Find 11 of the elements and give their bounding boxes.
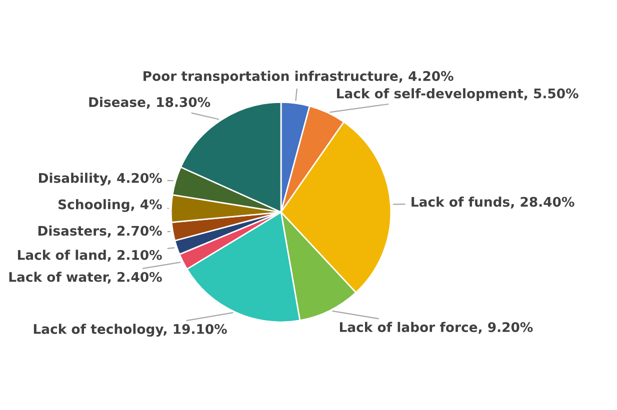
- slice-label: Lack of water, 2.40%: [9, 272, 162, 284]
- slice-label: Schooling, 4%: [58, 199, 162, 212]
- slice-label: Disability, 4.20%: [39, 172, 162, 186]
- slice-label: Disease, 18.30%: [89, 96, 210, 109]
- slice-label: Poor transportation infrastructure, 4.20%: [144, 70, 454, 84]
- slice-label: Lack of land, 2.10%: [18, 250, 162, 262]
- slice-label: Lack of labor force, 9.20%: [340, 322, 533, 334]
- slice-label: Lack of funds, 28.40%: [412, 196, 574, 209]
- slice-label: Disasters, 2.70%: [38, 226, 162, 238]
- slice-label: Lack of self-development, 5.50%: [337, 88, 578, 101]
- slice-label: Lack of techology, 19.10%: [34, 324, 227, 337]
